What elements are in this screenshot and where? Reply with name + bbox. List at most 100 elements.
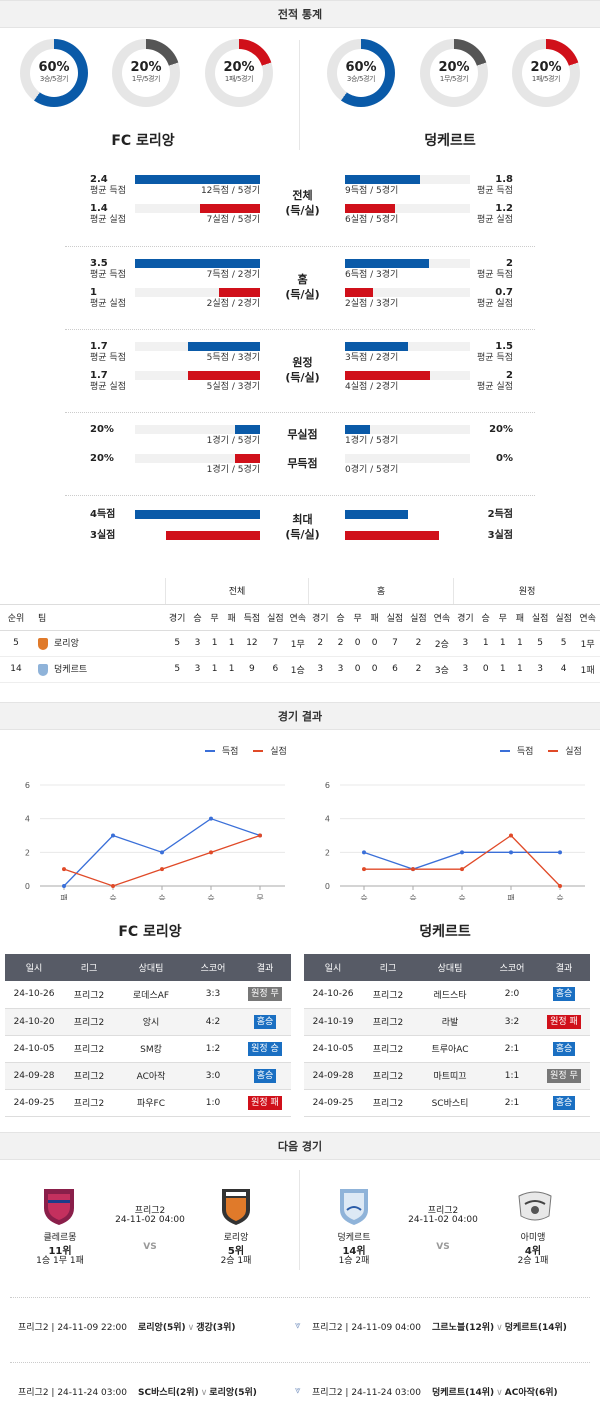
rank-cell: 1 [223,656,241,683]
rank-cell: 0 [477,656,495,683]
away-bar-track [345,204,470,213]
home-stat-label: 평균 실점 [90,215,126,225]
stat-category-line: 전체 [292,189,313,202]
results-cell: 홈승 [538,1089,590,1117]
home-bar [235,425,260,434]
scored-point [509,850,513,855]
legend-right: 득점 실점 [500,744,582,757]
results-cell: SC바스티 [414,1089,486,1117]
results-cell: 원정 무 [239,981,291,1009]
home-stat-label: 평균 득점 [90,353,126,363]
away-stat-label: 평균 득점 [477,270,513,280]
x-tick-label: 승 [158,894,165,900]
y-tick-label: 2 [325,848,330,857]
results-cell: 24-10-05 [5,1035,63,1063]
stat-category-line: (득/실) [285,528,320,541]
rank-column-label: 무 [349,604,367,631]
results-cell: 24-10-19 [304,1008,362,1036]
max-stat-row: 4득점 2득점 [65,510,535,522]
home-stat-value: 1 [90,287,97,298]
y-tick-label: 6 [25,781,30,790]
rank-column-label: 연속 [575,604,600,631]
rank-column-label: 승 [331,604,350,631]
home-bar-track [135,342,260,351]
y-tick-label: 0 [25,882,30,891]
upcoming-left-opponent: 로리앙(5위) [209,1388,257,1398]
results-cell: 24-09-28 [304,1062,362,1090]
home-stat-label: 평균 득점 [90,186,126,196]
win-rate-donut: 20% 1무/5경기 [112,39,180,107]
upcoming-right-opponent: AC아작(6위) [504,1388,558,1398]
results-cell: 24-09-28 [5,1062,63,1090]
rank-cell: 14 [0,656,33,683]
away-bar [345,371,430,380]
next-right-vs: VS [436,1242,450,1252]
donut-center: 20% 1무/5경기 [122,49,170,97]
results-row: 24-09-28 프리그2 마트띠끄 1:1 원정 무 [304,1062,590,1090]
away-bar-track [345,454,470,463]
results-cell: 1:2 [187,1035,239,1063]
conceded-point [258,833,262,838]
away-max-value: 3실점 [487,530,513,541]
results-cell: 1:1 [486,1062,538,1090]
results-header-cell: 리그 [362,954,414,981]
home-max-bar [166,531,260,540]
stat-row: 1.4 평균 실점 7실점 / 5경기 6실점 / 5경기 1.2 평균 실점 [65,204,535,228]
rank-column-label: 승 [477,604,495,631]
rank-group-empty [0,578,166,605]
next-right-away-rank: 4위 [524,1246,542,1257]
results-row: 24-10-05 프리그2 트루아AC 2:1 홈승 [304,1035,590,1063]
rank-cell: 3 [188,630,207,657]
conceded-point [460,867,464,872]
result-badge: 원정 승 [248,1041,282,1056]
results-cell: 프리그2 [362,981,414,1009]
next-left-home-rank: 11위 [48,1246,72,1257]
rank-column-label: 승 [188,604,207,631]
away-max-track [345,510,470,519]
away-bar [345,175,420,184]
win-rate-donut: 20% 1무/5경기 [420,39,488,107]
rank-cell: 2 [406,656,431,683]
result-badge: 원정 무 [547,1068,581,1083]
rank-cell: 로리앙 [32,630,166,657]
conceded-point [160,867,164,872]
donut-subtext: 3승/5경기 [39,75,69,83]
next-right-away-record: 2승 1패 [517,1256,549,1266]
results-cell: 3:2 [486,1008,538,1036]
away-bar [345,342,408,351]
results-header-cell: 결과 [538,954,590,981]
home-stat-value: 1.7 [90,341,108,352]
stat-category-line: (득/실) [285,371,320,384]
stat-row: 1.7 평균 득점 5득점 / 3경기 3득점 / 2경기 1.5 평균 득점 [65,342,535,366]
results-cell: AC아작 [115,1062,187,1090]
rank-row: 5 로리앙 5 3 1 1 12 7 1무 2 2 0 0 7 2 2승 3 1 1 1 5 5 1무 [0,630,600,657]
scored-point [111,833,115,838]
next-divider [299,1170,300,1270]
rank-cell: 3 [453,656,478,683]
rank-column-label: 실점 [551,604,576,631]
double-chevron-icon: ⩔ [295,1320,301,1331]
donut-subtext: 1패/5경기 [224,75,254,83]
result-badge: 원정 패 [248,1095,282,1110]
max-stat-row: 3실점 3실점 [65,531,535,543]
team-crest-icon [38,663,49,676]
results-cell: 24-10-20 [5,1008,63,1036]
results-cell: 24-09-25 [304,1089,362,1117]
results-cell: 프리그2 [362,1062,414,1090]
results-cell: 트루아AC [414,1035,486,1063]
away-max-track [345,531,470,540]
rank-cell: 1 [494,630,512,657]
conceded-point [509,833,513,838]
results-header-cell: 스코어 [486,954,538,981]
rank-group-label: 홈 [307,578,454,605]
home-bar-caption: 12득점 / 5경기 [200,186,260,196]
results-cell: 24-10-26 [304,981,362,1009]
stat-row: 3.5 평균 득점 7득점 / 2경기 6득점 / 3경기 2 평균 득점 [65,259,535,283]
conceded-series-line [364,834,561,887]
home-stat-value: 20% [90,424,114,435]
results-header-cell: 상대팀 [115,954,187,981]
results-cell: 홈승 [239,1008,291,1036]
away-stat-value: 1.5 [495,341,513,352]
rank-cell: 2 [406,630,431,657]
donut-center: 20% 1패/5경기 [215,49,263,97]
